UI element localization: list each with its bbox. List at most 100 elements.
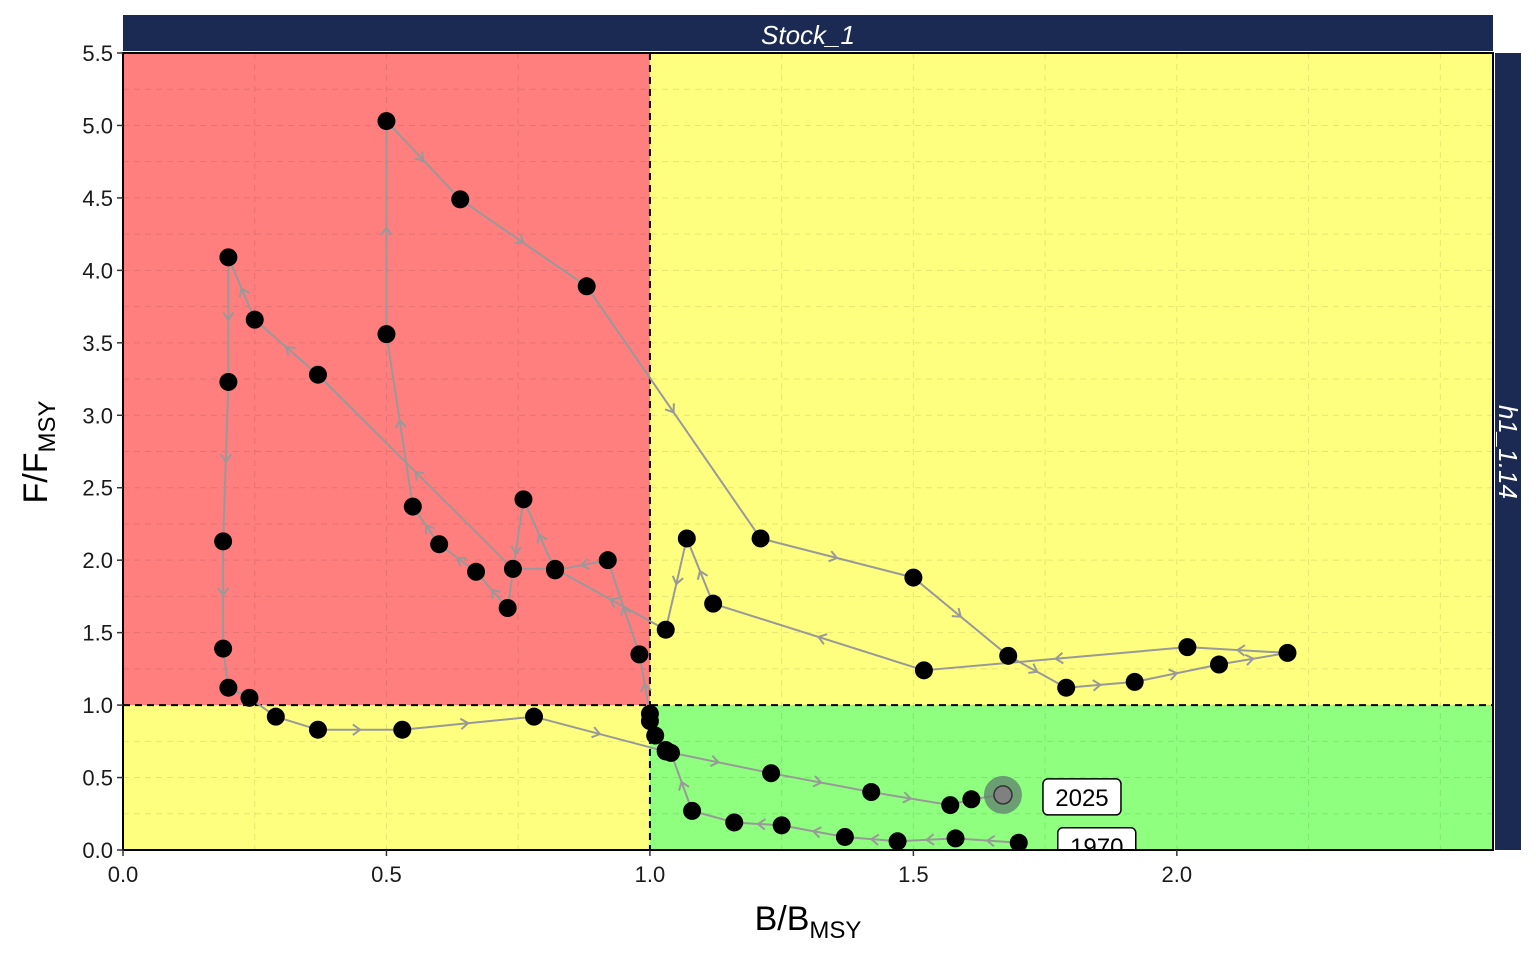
data-point bbox=[725, 813, 744, 832]
data-point bbox=[646, 726, 665, 745]
year-labels: 2025 1970 bbox=[1042, 778, 1137, 861]
y-axis-title-main: F/F bbox=[17, 453, 55, 504]
data-point bbox=[677, 529, 696, 548]
right-strip-label: h1_1.14 bbox=[1493, 405, 1523, 499]
trajectory-arrows bbox=[217, 151, 1255, 848]
trajectory-arrow bbox=[490, 588, 501, 599]
end-year-label: 2025 bbox=[1055, 785, 1108, 812]
data-point bbox=[999, 646, 1018, 665]
trajectory-arrow bbox=[696, 569, 709, 581]
trajectory-arrow bbox=[456, 556, 467, 567]
data-point bbox=[962, 790, 981, 809]
data-point bbox=[393, 720, 412, 739]
trajectory-arrow bbox=[924, 833, 935, 846]
data-point bbox=[656, 620, 675, 639]
data-point bbox=[1178, 638, 1197, 657]
trajectory-arrow bbox=[811, 826, 822, 839]
data-point bbox=[377, 325, 396, 344]
data-point bbox=[598, 551, 617, 570]
trajectory-arrow bbox=[579, 557, 590, 570]
trajectory-arrow bbox=[678, 780, 690, 791]
trajectory-arrow bbox=[219, 453, 233, 464]
x-tick-label: 0.5 bbox=[371, 862, 402, 887]
data-point bbox=[577, 277, 596, 296]
y-tick-label: 2.5 bbox=[82, 476, 113, 501]
y-tick-label: 4.0 bbox=[82, 258, 113, 283]
zone-yellow-upper bbox=[649, 53, 1493, 706]
trajectory-arrow bbox=[1092, 679, 1103, 692]
data-point bbox=[498, 599, 517, 618]
trajectory-arrow bbox=[639, 682, 652, 693]
y-tick-label: 1.5 bbox=[82, 621, 113, 646]
trajectory-arrow bbox=[985, 834, 996, 848]
data-point bbox=[762, 764, 781, 783]
y-tick-label: 1.0 bbox=[82, 693, 113, 718]
trajectory-arrow bbox=[394, 418, 407, 429]
y-tick-label: 4.5 bbox=[82, 186, 113, 211]
data-point bbox=[546, 559, 565, 578]
data-point bbox=[514, 490, 533, 509]
x-tick-label: 0.0 bbox=[108, 862, 139, 887]
trajectory-arrow bbox=[222, 311, 235, 322]
y-axis: 0.0 0.5 1.0 1.5 2.0 2.5 3.0 3.5 4.0 4.5 5.0 5.5 bbox=[82, 41, 123, 863]
data-point bbox=[308, 365, 327, 384]
trajectory-arrow bbox=[671, 575, 684, 586]
trajectory-arrow bbox=[459, 717, 470, 730]
top-strip bbox=[123, 15, 1493, 51]
data-point bbox=[1210, 655, 1228, 674]
data-point bbox=[946, 829, 965, 848]
x-axis: 0.0 0.5 1.0 1.5 2.0 bbox=[108, 850, 1192, 887]
trajectory-arrow bbox=[414, 470, 425, 481]
data-point bbox=[377, 112, 396, 131]
data-point bbox=[772, 816, 791, 835]
data-point bbox=[503, 559, 522, 578]
x-axis-title-sub: MSY bbox=[809, 917, 861, 944]
trajectory-arrow bbox=[812, 775, 823, 788]
trajectory-arrow bbox=[619, 605, 632, 617]
data-point bbox=[1125, 672, 1144, 691]
trajectory-arrow bbox=[1235, 644, 1246, 657]
trajectory-arrow bbox=[352, 723, 362, 736]
trajectory-arrow bbox=[414, 151, 425, 162]
data-point bbox=[656, 742, 675, 761]
data-point bbox=[266, 707, 285, 726]
right-strip bbox=[1495, 53, 1521, 850]
data-point bbox=[525, 707, 543, 726]
data-points bbox=[214, 112, 1297, 850]
data-point bbox=[214, 639, 233, 658]
data-point bbox=[1009, 833, 1028, 850]
data-point bbox=[630, 645, 649, 664]
data-point bbox=[240, 688, 259, 707]
data-point bbox=[941, 796, 960, 815]
y-tick-label: 0.0 bbox=[82, 838, 113, 863]
trajectory-arrow bbox=[664, 403, 675, 414]
start-year-label-box bbox=[1057, 827, 1137, 850]
trajectory-arrow bbox=[828, 550, 839, 563]
data-point bbox=[403, 497, 422, 516]
x-axis-title-main: B/B bbox=[755, 900, 810, 938]
trajectory-arrow bbox=[510, 545, 523, 556]
y-tick-label: 3.0 bbox=[82, 403, 113, 428]
data-point bbox=[1057, 678, 1076, 697]
trajectory-arrow bbox=[424, 524, 435, 535]
data-point bbox=[214, 532, 233, 551]
trajectory-arrow bbox=[869, 833, 880, 846]
end-year-label-group: 2025 bbox=[1042, 778, 1122, 816]
data-point bbox=[904, 568, 923, 587]
trajectory-arrow bbox=[756, 818, 767, 831]
y-tick-label: 5.0 bbox=[82, 113, 113, 138]
x-axis-title: B/BMSY bbox=[755, 900, 862, 944]
data-point bbox=[219, 678, 238, 697]
trajectory-arrow bbox=[591, 726, 602, 739]
start-year-label: 1970 bbox=[1070, 834, 1123, 861]
trajectory-arrow bbox=[816, 633, 828, 645]
trajectory-arrow bbox=[514, 234, 525, 245]
status-zones bbox=[123, 53, 1493, 850]
data-point bbox=[308, 720, 327, 739]
data-point bbox=[704, 594, 723, 613]
data-point bbox=[1278, 643, 1297, 662]
y-axis-title: F/FMSY bbox=[17, 401, 61, 504]
data-point bbox=[835, 827, 854, 846]
data-point bbox=[467, 562, 486, 581]
trajectory-arrow bbox=[285, 346, 296, 357]
